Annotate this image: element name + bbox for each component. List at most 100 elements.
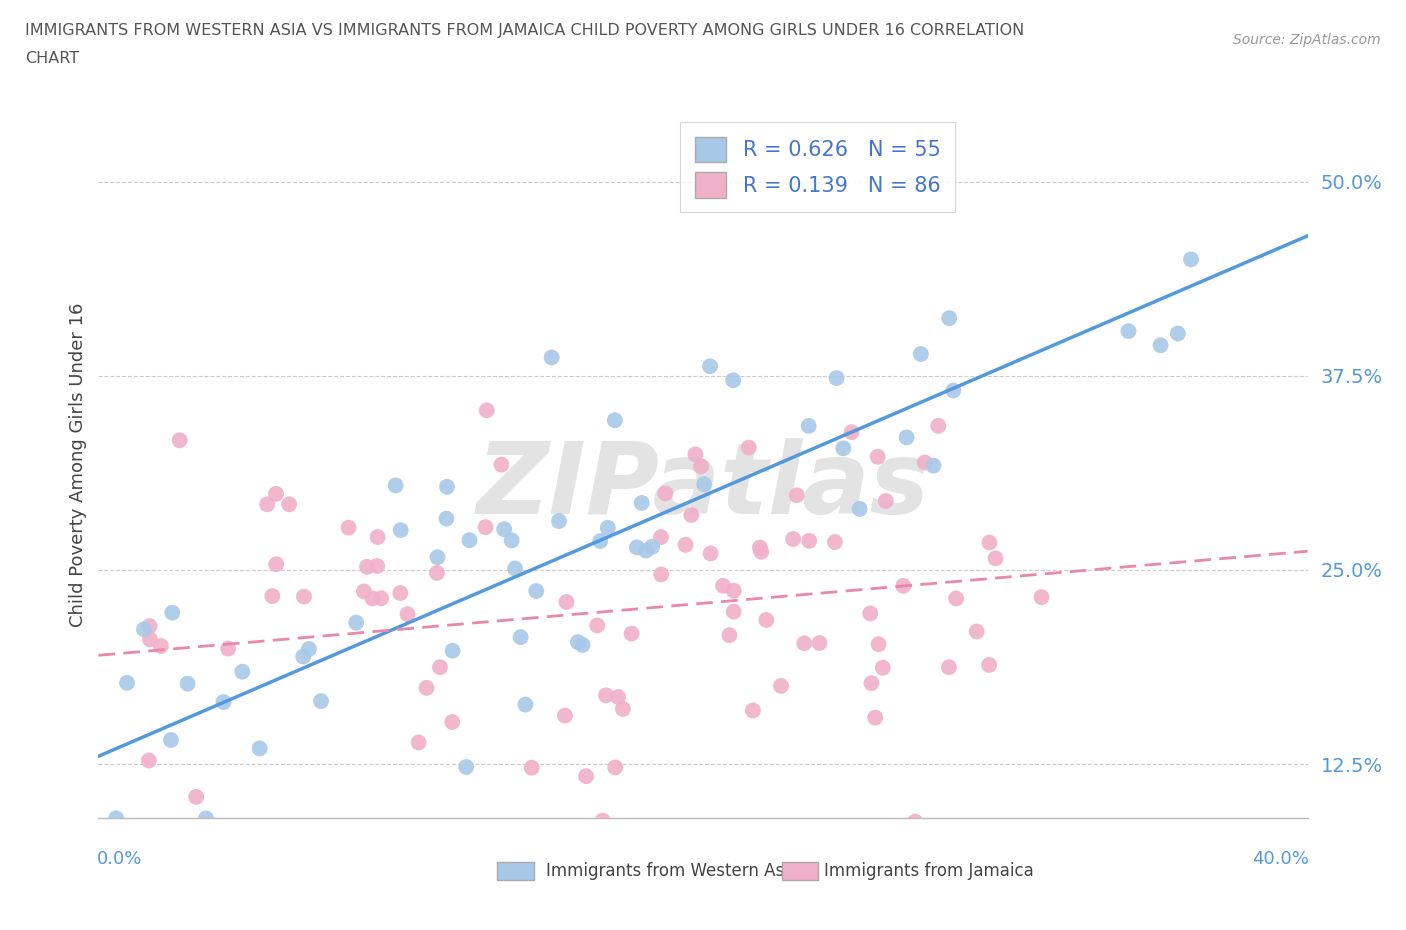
- Point: [748, 540, 770, 555]
- Point: [938, 659, 960, 674]
- Point: [115, 675, 138, 690]
- Point: [620, 626, 643, 641]
- Point: [942, 383, 965, 398]
- Point: [832, 441, 855, 456]
- Point: [721, 373, 744, 388]
- Point: [436, 512, 458, 526]
- Point: [1149, 338, 1171, 352]
- Point: [718, 628, 741, 643]
- Point: [914, 455, 936, 470]
- Point: [586, 618, 609, 633]
- Point: [654, 486, 676, 501]
- Point: [723, 583, 745, 598]
- Point: [872, 660, 894, 675]
- Point: [212, 695, 235, 710]
- Point: [681, 508, 703, 523]
- Point: [426, 550, 449, 565]
- Text: CHART: CHART: [25, 51, 79, 66]
- Point: [264, 486, 287, 501]
- Point: [249, 741, 271, 756]
- Point: [408, 735, 430, 750]
- Text: Source: ZipAtlas.com: Source: ZipAtlas.com: [1233, 33, 1381, 46]
- Point: [699, 359, 721, 374]
- Point: [475, 403, 498, 418]
- Point: [256, 497, 278, 512]
- Point: [292, 589, 315, 604]
- Point: [741, 703, 763, 718]
- Point: [1167, 326, 1189, 341]
- Point: [866, 449, 889, 464]
- Point: [298, 642, 321, 657]
- Point: [1118, 324, 1140, 339]
- Point: [896, 430, 918, 445]
- Point: [396, 606, 419, 621]
- Point: [441, 644, 464, 658]
- Point: [503, 873, 526, 888]
- Point: [1035, 873, 1057, 888]
- Point: [501, 533, 523, 548]
- Point: [723, 604, 745, 619]
- Point: [138, 753, 160, 768]
- Point: [799, 534, 821, 549]
- Point: [863, 711, 886, 725]
- Text: ZIPatlas: ZIPatlas: [477, 438, 929, 535]
- Point: [186, 790, 208, 804]
- Point: [825, 371, 848, 386]
- Point: [571, 638, 593, 653]
- Point: [824, 535, 846, 550]
- Point: [685, 447, 707, 462]
- Point: [699, 546, 721, 561]
- Point: [415, 681, 437, 696]
- Point: [344, 615, 367, 630]
- Point: [603, 413, 626, 428]
- Point: [458, 533, 481, 548]
- Text: 0.0%: 0.0%: [97, 850, 142, 869]
- Point: [868, 637, 890, 652]
- Point: [575, 769, 598, 784]
- Point: [808, 635, 831, 650]
- Point: [612, 701, 634, 716]
- FancyBboxPatch shape: [498, 862, 534, 880]
- Point: [755, 613, 778, 628]
- Point: [132, 622, 155, 637]
- Point: [176, 676, 198, 691]
- Point: [626, 540, 648, 555]
- Point: [938, 311, 960, 325]
- Point: [162, 605, 184, 620]
- Point: [389, 586, 412, 601]
- Point: [749, 544, 772, 559]
- Point: [356, 560, 378, 575]
- Point: [630, 496, 652, 511]
- Point: [945, 591, 967, 606]
- Point: [650, 567, 672, 582]
- Text: Immigrants from Jamaica: Immigrants from Jamaica: [824, 862, 1033, 881]
- Point: [690, 458, 713, 473]
- Point: [474, 520, 496, 535]
- Point: [634, 543, 657, 558]
- Point: [589, 534, 612, 549]
- Point: [337, 520, 360, 535]
- Point: [138, 618, 160, 633]
- Point: [217, 641, 239, 656]
- Point: [292, 649, 315, 664]
- Point: [848, 501, 870, 516]
- Point: [738, 440, 761, 455]
- Point: [782, 532, 804, 547]
- Point: [605, 760, 627, 775]
- Point: [592, 813, 614, 828]
- Point: [1031, 590, 1053, 604]
- Point: [650, 530, 672, 545]
- Text: 40.0%: 40.0%: [1251, 850, 1309, 869]
- Point: [540, 350, 562, 365]
- Point: [441, 714, 464, 729]
- Y-axis label: Child Poverty Among Girls Under 16: Child Poverty Among Girls Under 16: [69, 303, 87, 627]
- Point: [169, 432, 191, 447]
- Legend: R = 0.626   N = 55, R = 0.139   N = 86: R = 0.626 N = 55, R = 0.139 N = 86: [681, 122, 955, 212]
- Point: [675, 538, 697, 552]
- Point: [264, 557, 287, 572]
- Point: [231, 664, 253, 679]
- Point: [149, 639, 172, 654]
- Point: [367, 529, 389, 544]
- Point: [503, 561, 526, 576]
- Point: [353, 584, 375, 599]
